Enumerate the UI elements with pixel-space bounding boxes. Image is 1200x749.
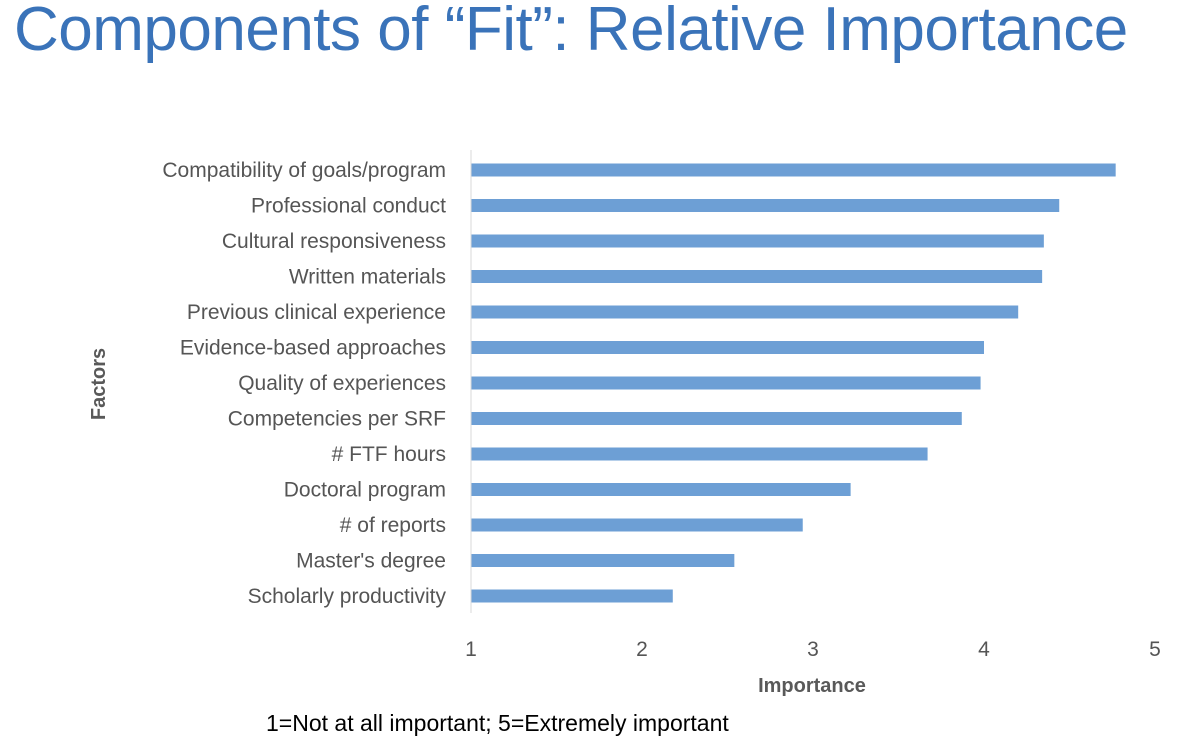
scale-note: 1=Not at all important; 5=Extremely impo… xyxy=(266,710,729,736)
x-tick-label: 3 xyxy=(807,638,819,661)
category-label: # FTF hours xyxy=(332,443,446,466)
x-axis-label: Importance xyxy=(758,675,866,697)
category-label: Doctoral program xyxy=(284,479,446,502)
bar xyxy=(471,589,673,603)
bar xyxy=(471,270,1043,283)
bar xyxy=(471,412,962,425)
bar xyxy=(471,234,1044,248)
category-label: Master's degree xyxy=(296,550,446,573)
category-label: Written materials xyxy=(289,266,446,289)
bar xyxy=(471,447,928,461)
x-tick-label: 4 xyxy=(978,638,990,661)
category-label: Cultural responsiveness xyxy=(222,230,446,253)
page-title: Components of “Fit”: Relative Importance xyxy=(14,0,1128,64)
bar xyxy=(471,341,984,354)
category-label: Previous clinical experience xyxy=(187,301,446,324)
bar xyxy=(471,554,735,567)
bar xyxy=(471,518,803,532)
category-label: Quality of experiences xyxy=(238,372,446,395)
category-label: Evidence-based approaches xyxy=(180,337,446,360)
x-tick-label: 2 xyxy=(636,638,648,661)
x-tick-label: 1 xyxy=(465,638,477,661)
bar xyxy=(471,163,1116,177)
bar xyxy=(471,376,981,390)
category-label: Compatibility of goals/program xyxy=(162,159,446,182)
y-axis-label: Factors xyxy=(88,348,110,420)
category-label: Scholarly productivity xyxy=(248,585,447,608)
x-tick-label: 5 xyxy=(1149,638,1161,661)
category-label: Professional conduct xyxy=(251,195,446,218)
category-label: Competencies per SRF xyxy=(228,408,446,431)
bar xyxy=(471,199,1060,212)
category-label: # of reports xyxy=(340,514,446,537)
bar xyxy=(471,483,851,496)
bar xyxy=(471,305,1019,319)
